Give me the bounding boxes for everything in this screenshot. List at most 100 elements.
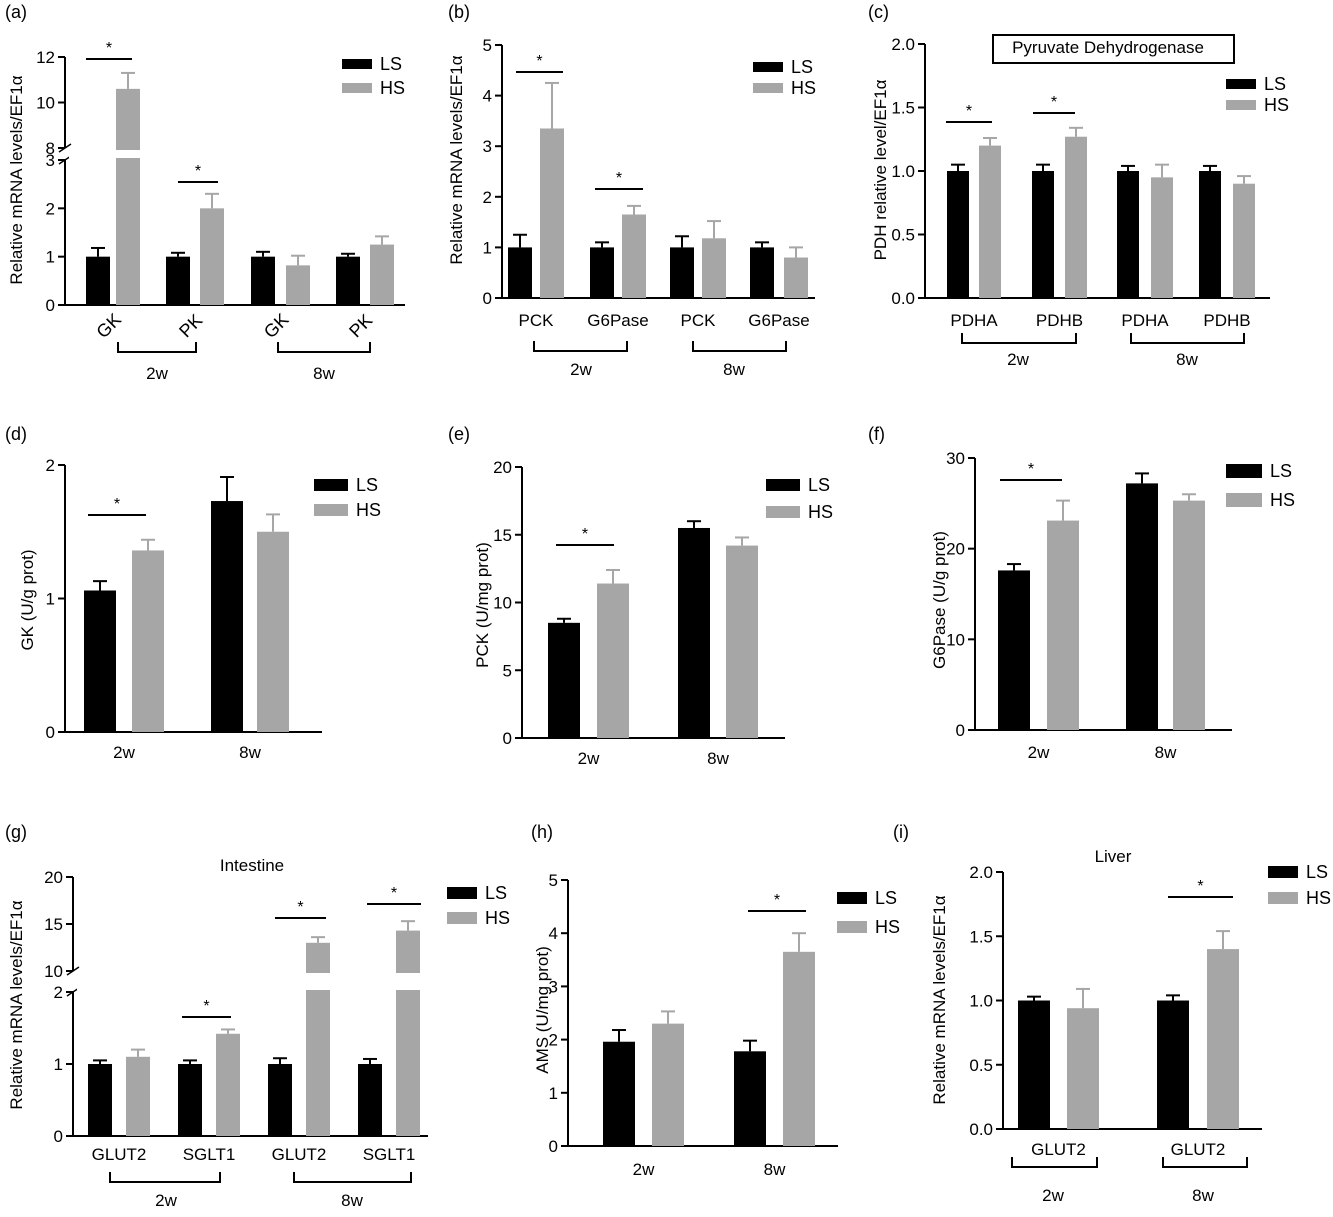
panel-c-bar-ls bbox=[1032, 171, 1054, 298]
panel-d-y-axis-label: GK (U/g prot) bbox=[18, 549, 37, 650]
panel-b-x-tick-label: PCK bbox=[681, 311, 717, 330]
panel-b-bar-hs bbox=[702, 238, 726, 298]
panel-c-y-tick-label: 1.0 bbox=[891, 162, 915, 181]
panel-a-y-tick-label: 0 bbox=[46, 296, 55, 315]
panel-a-group-bracket bbox=[277, 342, 371, 353]
panel-c-bar-hs bbox=[1233, 183, 1255, 298]
panel-f-legend-swatch-hs bbox=[1226, 493, 1262, 507]
panel-c-x-tick-label: PDHB bbox=[1203, 311, 1250, 330]
panel-g-legend-label: LS bbox=[485, 883, 507, 903]
panel-i-y-tick-label: 1.5 bbox=[969, 927, 993, 946]
panel-h-legend-swatch-ls bbox=[837, 892, 867, 904]
panel-e-legend-label: LS bbox=[808, 475, 830, 495]
panel-c-legend-label: HS bbox=[1264, 95, 1289, 115]
panel-a-bar-ls bbox=[166, 256, 190, 305]
panel-i-legend-swatch-hs bbox=[1268, 892, 1298, 904]
panel-i-x-tick-label: GLUT2 bbox=[1171, 1140, 1226, 1159]
panel-c-y-axis-label: PDH relative level/EF1α bbox=[871, 79, 890, 260]
panel-c-y-tick-label: 2.0 bbox=[891, 35, 915, 54]
panel-e-y-tick-label: 0 bbox=[503, 729, 512, 748]
panel-a-legend-swatch-hs bbox=[342, 83, 372, 93]
panel-g-bar-ls bbox=[178, 1064, 202, 1136]
panel-b-significance-star: * bbox=[616, 170, 622, 187]
panel-i-group-bracket bbox=[1011, 1157, 1098, 1168]
panel-b-y-tick-label: 1 bbox=[483, 238, 492, 257]
panel-c-bar-hs bbox=[1065, 136, 1087, 298]
panel-d-bar-hs bbox=[132, 550, 164, 732]
panel-f-y-axis-label: G6Pase (U/g prot) bbox=[930, 531, 949, 669]
panel-h-legend-label: LS bbox=[875, 888, 897, 908]
panel-g-bar-hs bbox=[306, 942, 330, 1136]
panel-b-bar-ls bbox=[750, 247, 774, 298]
panel-g-significance-star: * bbox=[297, 899, 303, 916]
panel-i-y-axis-label: Relative mRNA levels/EF1α bbox=[930, 895, 949, 1104]
panel-a-y-tick-label: 2 bbox=[46, 199, 55, 218]
panel-d-label: (d) bbox=[5, 424, 27, 444]
panel-h-significance-star: * bbox=[774, 892, 780, 909]
panel-h-x-tick-label: 2w bbox=[633, 1160, 655, 1179]
panel-h-label: (h) bbox=[531, 822, 553, 842]
panel-i-x-tick-label: GLUT2 bbox=[1031, 1140, 1086, 1159]
panel-e-bar-hs bbox=[726, 545, 758, 738]
panel-d-significance-star: * bbox=[114, 496, 120, 513]
panel-g-group-label: 2w bbox=[155, 1191, 177, 1210]
panel-b-group-bracket bbox=[533, 341, 628, 352]
panel-g-bar-hs bbox=[396, 930, 420, 1136]
panel-g-label: (g) bbox=[5, 822, 27, 842]
panel-h-y-tick-label: 4 bbox=[549, 924, 558, 943]
panel-b-legend-swatch-ls bbox=[753, 62, 783, 72]
panel-b-y-tick-label: 5 bbox=[483, 36, 492, 55]
panel-b-label: (b) bbox=[448, 2, 470, 22]
panel-i-bar-ls bbox=[1157, 1000, 1189, 1129]
panel-a-axis-break-gap bbox=[69, 150, 409, 158]
panel-g-group-bracket bbox=[293, 1172, 412, 1183]
panel-i-y-tick-label: 0.5 bbox=[969, 1056, 993, 1075]
panel-g-bar-ls bbox=[268, 1064, 292, 1136]
panel-c-group-bracket bbox=[1130, 333, 1245, 344]
panel-b-bar-hs bbox=[622, 214, 646, 298]
panel-b-y-axis-label: Relative mRNA levels/EF1α bbox=[447, 55, 466, 264]
panel-g-group-label: 8w bbox=[341, 1191, 363, 1210]
panel-h-legend-label: HS bbox=[875, 917, 900, 937]
panel-i-bar-ls bbox=[1018, 1000, 1050, 1129]
panel-i-group-bracket bbox=[1162, 1157, 1248, 1168]
panel-d-legend-swatch-ls bbox=[314, 479, 348, 491]
panel-g-legend-swatch-ls bbox=[447, 887, 477, 899]
panel-h-y-tick-label: 0 bbox=[549, 1137, 558, 1156]
panel-c-bar-hs bbox=[979, 145, 1001, 298]
panel-b-bar-hs bbox=[784, 257, 808, 298]
panel-c-bar-ls bbox=[947, 171, 969, 298]
panel-i-bar-hs bbox=[1207, 949, 1239, 1129]
panel-e-bar-hs bbox=[597, 583, 629, 738]
panel-e-x-tick-label: 8w bbox=[707, 749, 729, 768]
panel-f-label: (f) bbox=[868, 424, 885, 444]
panel-c-bar-hs bbox=[1151, 177, 1173, 298]
panel-h-bar-ls bbox=[603, 1041, 635, 1146]
panel-f-x-tick-label: 8w bbox=[1155, 743, 1177, 762]
panel-a-x-tick-label: GK bbox=[92, 309, 125, 342]
panel-c-x-tick-label: PDHA bbox=[1121, 311, 1169, 330]
panel-b-x-tick-label: G6Pase bbox=[748, 311, 809, 330]
panel-c-legend-label: LS bbox=[1264, 74, 1286, 94]
panel-h-x-tick-label: 8w bbox=[764, 1160, 786, 1179]
panel-b-x-tick-label: G6Pase bbox=[587, 311, 648, 330]
panel-d-y-tick-label: 2 bbox=[46, 456, 55, 475]
panel-g-legend-swatch-hs bbox=[447, 912, 477, 924]
panel-g-bar-ls bbox=[88, 1064, 112, 1136]
panel-c-bar-ls bbox=[1117, 171, 1139, 298]
panel-e-legend-swatch-ls bbox=[766, 479, 800, 491]
panel-a-bar-hs bbox=[200, 208, 224, 305]
panel-a-y-tick-label: 3 bbox=[46, 151, 55, 170]
panel-f-y-tick-label: 0 bbox=[956, 721, 965, 740]
panel-c-significance-star: * bbox=[1051, 94, 1057, 111]
panel-c-x-tick-label: PDHB bbox=[1036, 311, 1083, 330]
panel-i-legend-swatch-ls bbox=[1268, 866, 1298, 878]
panel-g-x-tick-label: GLUT2 bbox=[92, 1145, 147, 1164]
panel-d-x-tick-label: 8w bbox=[239, 743, 261, 762]
panel-a-bar-hs bbox=[370, 244, 394, 305]
panel-b-bar-hs bbox=[540, 128, 564, 298]
panel-c-significance-star: * bbox=[966, 103, 972, 120]
panel-f-x-tick-label: 2w bbox=[1028, 743, 1050, 762]
panel-a-y-tick-label: 1 bbox=[46, 248, 55, 267]
